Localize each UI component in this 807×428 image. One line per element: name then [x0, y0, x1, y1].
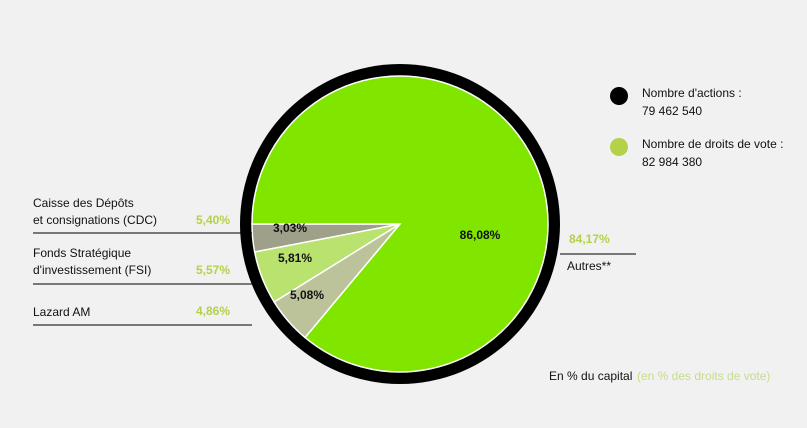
category-label: Fonds Stratégique [33, 246, 131, 260]
slice-label: 5,08% [290, 288, 324, 302]
footnote-vote: (en % des droits de vote) [637, 369, 770, 383]
legend-value: 79 462 540 [642, 104, 702, 118]
vote-label: 4,86% [196, 304, 230, 318]
pie-slice [251, 75, 549, 373]
slice-label: 5,81% [278, 251, 312, 265]
category-label: d'investissement (FSI) [33, 263, 151, 277]
category-label: et consignations (CDC) [33, 213, 157, 227]
vote-label: 84,17% [569, 232, 610, 246]
legend-label: Nombre de droits de vote : [642, 137, 783, 151]
legend-value: 82 984 380 [642, 155, 702, 169]
slice-label: 3,03% [273, 221, 307, 235]
category-label: Autres** [567, 259, 611, 273]
footnote: En % du capital [549, 369, 632, 383]
vote-label: 5,57% [196, 263, 230, 277]
legend-label: Nombre d'actions : [642, 86, 742, 100]
slice-label: 86,08% [460, 228, 501, 242]
vote-label: 5,40% [196, 213, 230, 227]
category-label: Caisse des Dépôts [33, 196, 134, 210]
legend-dot [610, 87, 628, 105]
legend-dot [610, 138, 628, 156]
category-label: Lazard AM [33, 305, 90, 319]
